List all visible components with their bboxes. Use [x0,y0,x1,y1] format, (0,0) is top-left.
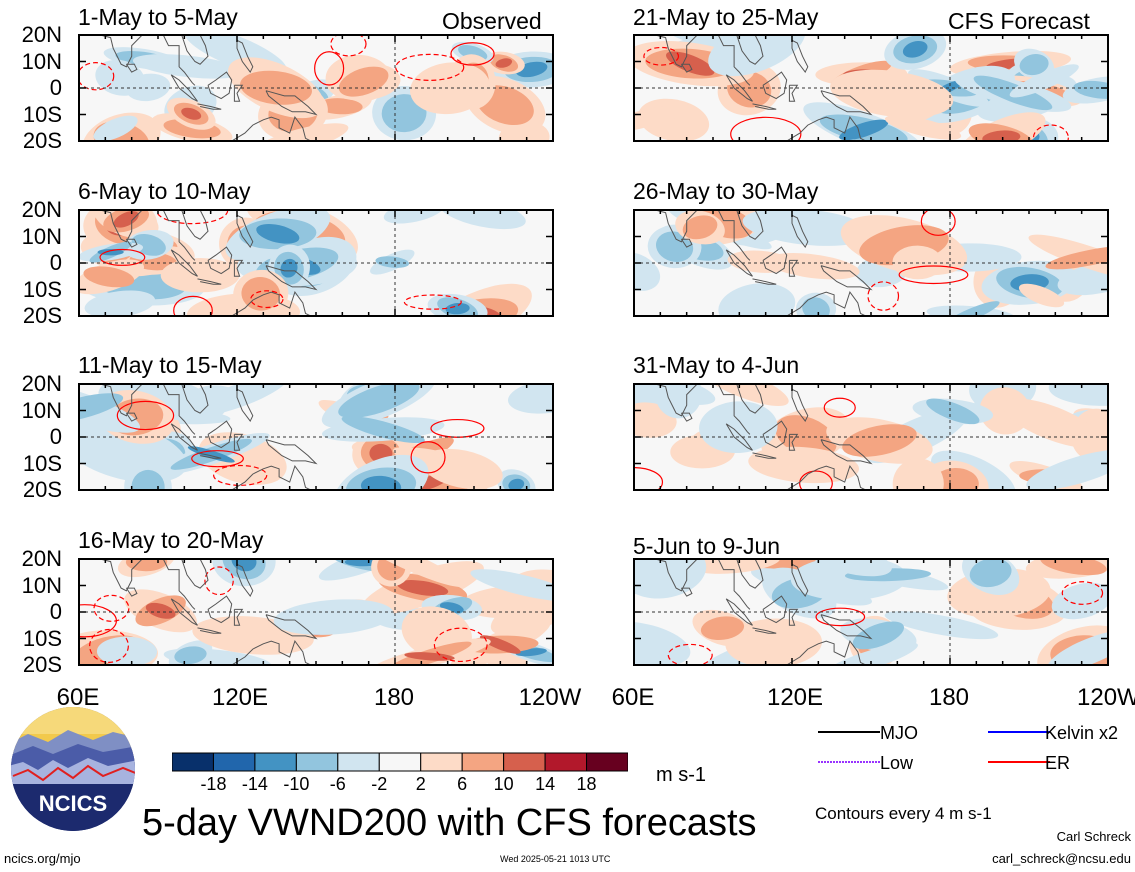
colorbar-units: m s-1 [656,764,706,786]
observed-label: Observed [442,8,542,34]
panel-title-8: 5-Jun to 9-Jun [633,533,781,559]
lat-label: 0 [49,250,62,275]
lon-label-120e-right: 120E [766,684,824,711]
legend-label-kelvin: Kelvin x2 [1045,723,1119,743]
forecast-label: CFS Forecast [948,8,1090,34]
legend-label-mjo: MJO [880,723,918,743]
lat-label: 10N [21,223,62,249]
lon-label-120w-left: 120W [518,684,582,711]
lat-label: 0 [49,424,62,449]
lat-label: 10N [21,572,62,598]
lat-label: 20S [22,303,62,328]
panel-title-1: 1-May to 5-May [78,4,238,30]
map-panel [79,210,553,316]
lat-label: 0 [49,599,62,624]
figure-title: 5-day VWND200 with CFS forecasts [142,802,757,844]
lat-label: 20N [21,22,62,47]
lon-label-120e-left: 120E [211,684,269,711]
map-panel [79,559,553,665]
colorbar-label: -2 [371,774,388,794]
lat-label: 10N [21,397,62,423]
colorbar-label: -10 [283,774,310,794]
colorbar [172,752,628,772]
lon-label-120w-right: 120W [1077,686,1135,710]
lat-label: 0 [49,75,62,100]
colorbar-swatch [295,752,339,772]
lat-label: 10S [22,625,62,651]
map-panel [79,384,553,490]
lon-label-60e-right: 60E [611,684,655,711]
lat-label: 20N [21,546,62,571]
panel-title-6: 26-May to 30-May [633,178,819,204]
map-panels [78,34,1109,666]
author-text: Carl Schreck [1056,829,1131,844]
colorbar-label: -6 [329,774,346,794]
panel-title-7: 31-May to 4-Jun [633,352,800,378]
lon-label-180-left: 180 [373,684,415,711]
contour-note: Contours every 4 m s-1 [815,804,992,823]
colorbar-swatch [461,752,505,772]
panel-title-3: 11-May to 15-May [78,352,262,378]
map-panel [79,35,553,141]
lat-label: 10S [22,101,62,127]
colorbar-swatch [212,752,256,772]
colorbar-label: -18 [200,774,227,794]
colorbar-swatch [544,752,588,772]
email-text: carl_schreck@ncsu.edu [992,851,1131,866]
colorbar-label: 2 [415,774,426,794]
colorbar-label: 6 [457,774,468,794]
map-panel [634,210,1108,316]
lat-label: 20S [22,477,62,502]
panel-title-5: 21-May to 25-May [633,4,819,30]
colorbar-swatch [337,752,380,772]
legend-label-low: Low [880,753,914,773]
legend-lines [818,731,1050,763]
legend-label-er: ER [1045,753,1071,773]
colorbar-swatch [254,752,297,772]
map-panel [634,35,1108,141]
colorbar-swatch [172,752,214,772]
panel-title-2: 6-May to 10-May [78,178,251,204]
timestamp-text: Wed 2025-05-21 1013 UTC [500,854,611,864]
lon-label-60e-left: 60E [56,684,100,711]
lat-label: 10N [21,48,62,74]
website-text: ncics.org/mjo [4,851,81,866]
map-panel [634,559,1108,665]
colorbar-label: 18 [576,774,597,794]
map-panel [634,384,1108,490]
panel-title-4: 16-May to 20-May [78,527,264,553]
lat-label: 10S [22,450,62,476]
lat-label: 20N [21,197,62,222]
colorbar-swatch [586,752,628,772]
lon-label-180-right: 180 [928,684,970,711]
colorbar-label: 10 [493,774,514,794]
colorbar-label: -14 [241,774,268,794]
lat-label: 20S [22,652,62,677]
lat-label: 20S [22,128,62,153]
colorbar-swatch [420,752,463,772]
ncics-logo: NCICS [11,707,135,831]
logo-text: NCICS [39,791,107,816]
colorbar-swatch [378,752,422,772]
colorbar-label: 14 [535,774,556,794]
lat-label: 10S [22,276,62,302]
colorbar-swatch [503,752,546,772]
lat-label: 20N [21,371,62,396]
